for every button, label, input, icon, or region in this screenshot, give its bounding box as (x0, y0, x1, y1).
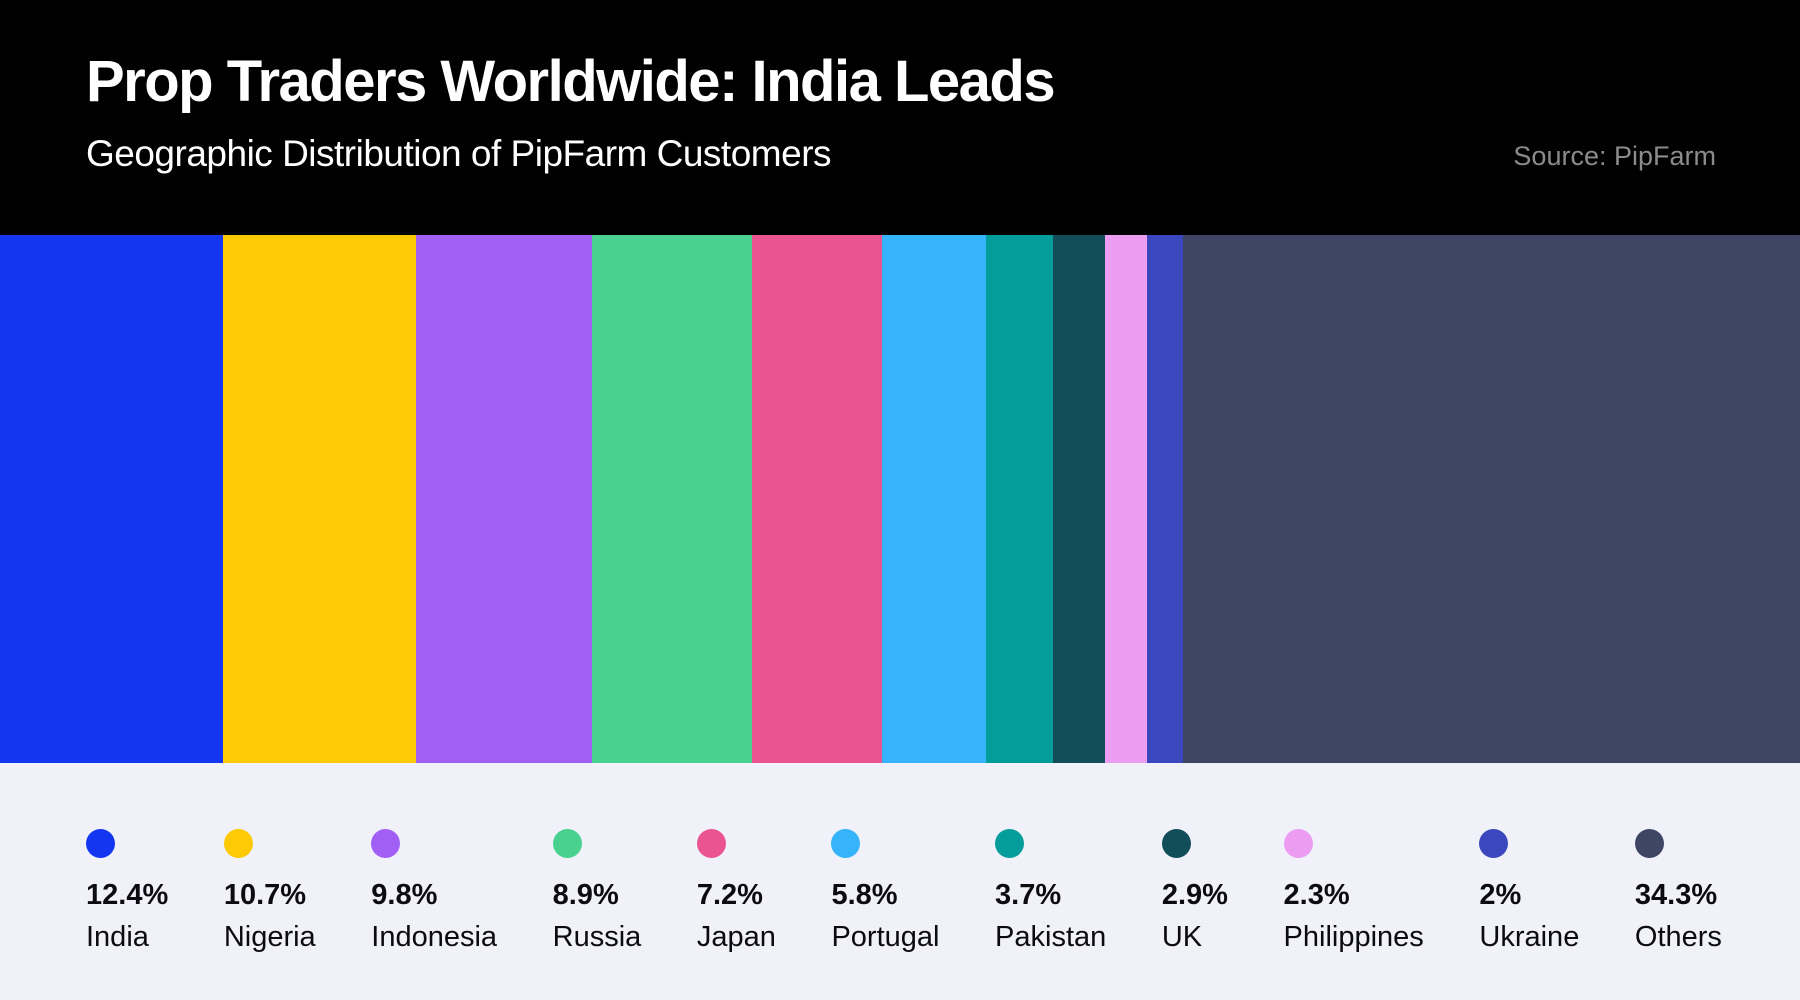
bar-segment-russia (592, 235, 753, 763)
bar-segment-india (0, 235, 224, 763)
legend-item-philippines: 2.3% Philippines (1283, 829, 1424, 953)
legend-percentage: 2% (1479, 879, 1522, 911)
legend-color-dot-icon (86, 829, 115, 858)
legend-color-dot-icon (1161, 829, 1191, 858)
legend-country-label: Philippines (1283, 921, 1424, 953)
chart-subtitle: Geographic Distribution of PipFarm Custo… (86, 132, 832, 174)
legend-country-label: Portugal (831, 921, 940, 953)
legend-item-india: 12.4% India (86, 829, 168, 952)
legend-percentage: 5.8% (831, 879, 898, 911)
legend-color-dot-icon (831, 829, 861, 858)
legend-country-label: Indonesia (371, 921, 498, 953)
legend-country-label: Others (1634, 921, 1722, 953)
legend-color-dot-icon (1634, 829, 1664, 858)
bar-segment-philippines (1105, 235, 1147, 763)
legend-item-japan: 7.2% Japan (696, 829, 776, 953)
bar-segment-nigeria (223, 235, 416, 763)
bar-segment-japan (752, 235, 882, 763)
bar-segment-uk (1053, 235, 1106, 763)
legend-color-dot-icon (371, 829, 401, 858)
legend-item-ukraine: 2% Ukraine (1479, 829, 1579, 952)
legend-color-dot-icon (552, 829, 582, 858)
bar-segment-ukraine (1146, 235, 1183, 763)
legend: 12.4% India 10.7% Nigeria 9.8% Indonesia… (0, 763, 1800, 1000)
legend-country-label: Nigeria (223, 921, 316, 953)
legend-item-indonesia: 9.8% Indonesia (371, 829, 497, 952)
legend-item-uk: 2.9% UK (1161, 829, 1228, 953)
chart-header: Prop Traders Worldwide: India Leads Geog… (0, 0, 1800, 235)
legend-color-dot-icon (696, 829, 726, 858)
chart-title: Prop Traders Worldwide: India Leads (86, 49, 1056, 114)
legend-item-nigeria: 10.7% Nigeria (223, 829, 316, 953)
legend-color-dot-icon (1283, 829, 1313, 858)
legend-item-portugal: 5.8% Portugal (831, 829, 939, 952)
source-attribution: Source: PipFarm (1513, 141, 1716, 171)
legend-percentage: 34.3% (1634, 879, 1718, 911)
legend-item-pakistan: 3.7% Pakistan (995, 829, 1106, 952)
bar-segment-indonesia (415, 235, 593, 763)
legend-item-others: 34.3% Others (1634, 829, 1722, 953)
legend-percentage: 8.9% (552, 879, 619, 911)
legend-country-label: Japan (696, 921, 776, 953)
legend-country-label: Ukraine (1479, 921, 1580, 953)
legend-item-russia: 8.9% Russia (552, 829, 642, 953)
bar-segment-pakistan (986, 235, 1053, 763)
legend-percentage: 3.7% (995, 879, 1062, 911)
legend-country-label: UK (1161, 921, 1203, 953)
legend-color-dot-icon (995, 829, 1025, 858)
bar-segment-portugal (882, 235, 987, 763)
legend-percentage: 7.2% (696, 879, 763, 911)
legend-percentage: 2.9% (1161, 879, 1228, 911)
legend-color-dot-icon (1479, 829, 1509, 858)
legend-percentage: 9.8% (371, 879, 438, 911)
legend-color-dot-icon (223, 829, 253, 858)
legend-country-label: India (86, 921, 149, 953)
legend-country-label: Pakistan (995, 921, 1107, 953)
legend-percentage: 12.4% (86, 879, 169, 911)
proportional-bar (0, 235, 1800, 763)
legend-country-label: Russia (552, 921, 642, 953)
bar-segment-others (1182, 235, 1800, 763)
legend-percentage: 10.7% (223, 879, 307, 911)
legend-percentage: 2.3% (1283, 879, 1350, 911)
